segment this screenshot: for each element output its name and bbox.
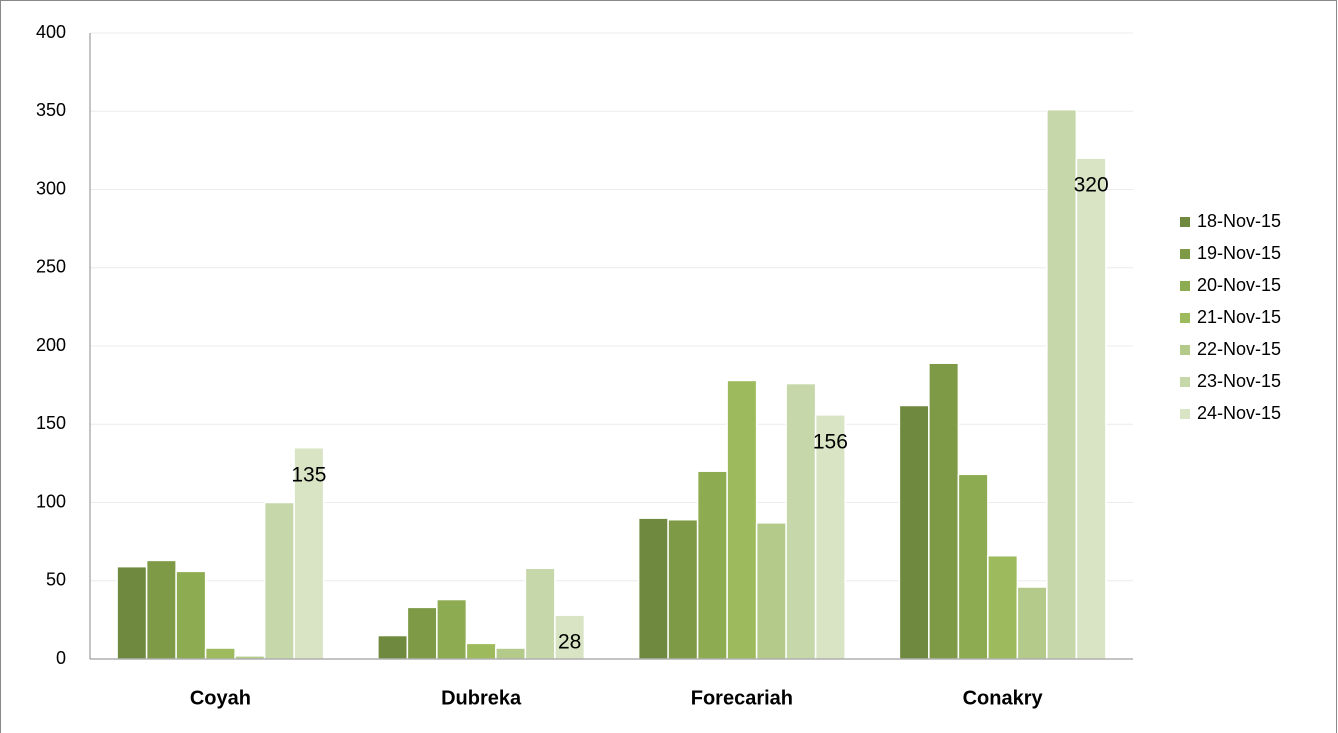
bar (377, 634, 409, 660)
data-label: 320 (1074, 174, 1109, 197)
bar (928, 362, 960, 660)
y-tick-label: 250 (36, 257, 66, 277)
legend-swatch (1180, 345, 1190, 355)
x-tick-label: Conakry (963, 687, 1044, 709)
data-label: 156 (813, 430, 848, 453)
data-label: 135 (291, 463, 326, 486)
bar (1075, 157, 1107, 660)
x-tick-label: Dubreka (441, 687, 522, 709)
legend-swatch (1180, 377, 1190, 387)
bar (204, 647, 236, 660)
y-tick-label: 150 (36, 413, 66, 433)
x-tick-label: Forecariah (691, 687, 793, 709)
bar (293, 446, 325, 660)
bar (436, 598, 468, 660)
y-tick-label: 100 (36, 491, 66, 511)
legend-label: 18-Nov-15 (1197, 211, 1281, 231)
legend-swatch (1180, 409, 1190, 419)
legend-label: 23-Nov-15 (1197, 371, 1281, 391)
bar (465, 642, 497, 660)
bar (1046, 108, 1078, 660)
legend-label: 21-Nov-15 (1197, 307, 1281, 327)
bar (696, 470, 728, 660)
legend-swatch (1180, 249, 1190, 259)
y-tick-label: 350 (36, 100, 66, 120)
y-tick-label: 0 (56, 648, 66, 668)
bar (637, 517, 669, 660)
legend-swatch (1180, 313, 1190, 323)
y-tick-label: 50 (46, 570, 66, 590)
x-tick-label: Coyah (190, 687, 251, 709)
legend-swatch (1180, 281, 1190, 291)
bar (175, 570, 207, 660)
bar (667, 518, 699, 660)
bar (406, 606, 438, 660)
bar (755, 522, 787, 660)
bar (145, 559, 177, 660)
legend-label: 22-Nov-15 (1197, 339, 1281, 359)
bar (898, 404, 930, 660)
y-tick-label: 200 (36, 335, 66, 355)
bar (726, 379, 758, 660)
bar (495, 647, 527, 660)
data-label: 28 (558, 631, 581, 654)
bar (1016, 586, 1048, 660)
y-tick-label: 300 (36, 178, 66, 198)
bar (957, 473, 989, 660)
y-tick-label: 400 (36, 22, 66, 42)
legend-label: 24-Nov-15 (1197, 403, 1281, 423)
legend-swatch (1180, 217, 1190, 227)
bar (116, 565, 148, 660)
bar (524, 567, 556, 660)
bar (263, 501, 295, 660)
bar (785, 382, 817, 660)
legend-label: 20-Nov-15 (1197, 275, 1281, 295)
legend-label: 19-Nov-15 (1197, 243, 1281, 263)
bar (814, 414, 846, 660)
bar (987, 554, 1019, 660)
